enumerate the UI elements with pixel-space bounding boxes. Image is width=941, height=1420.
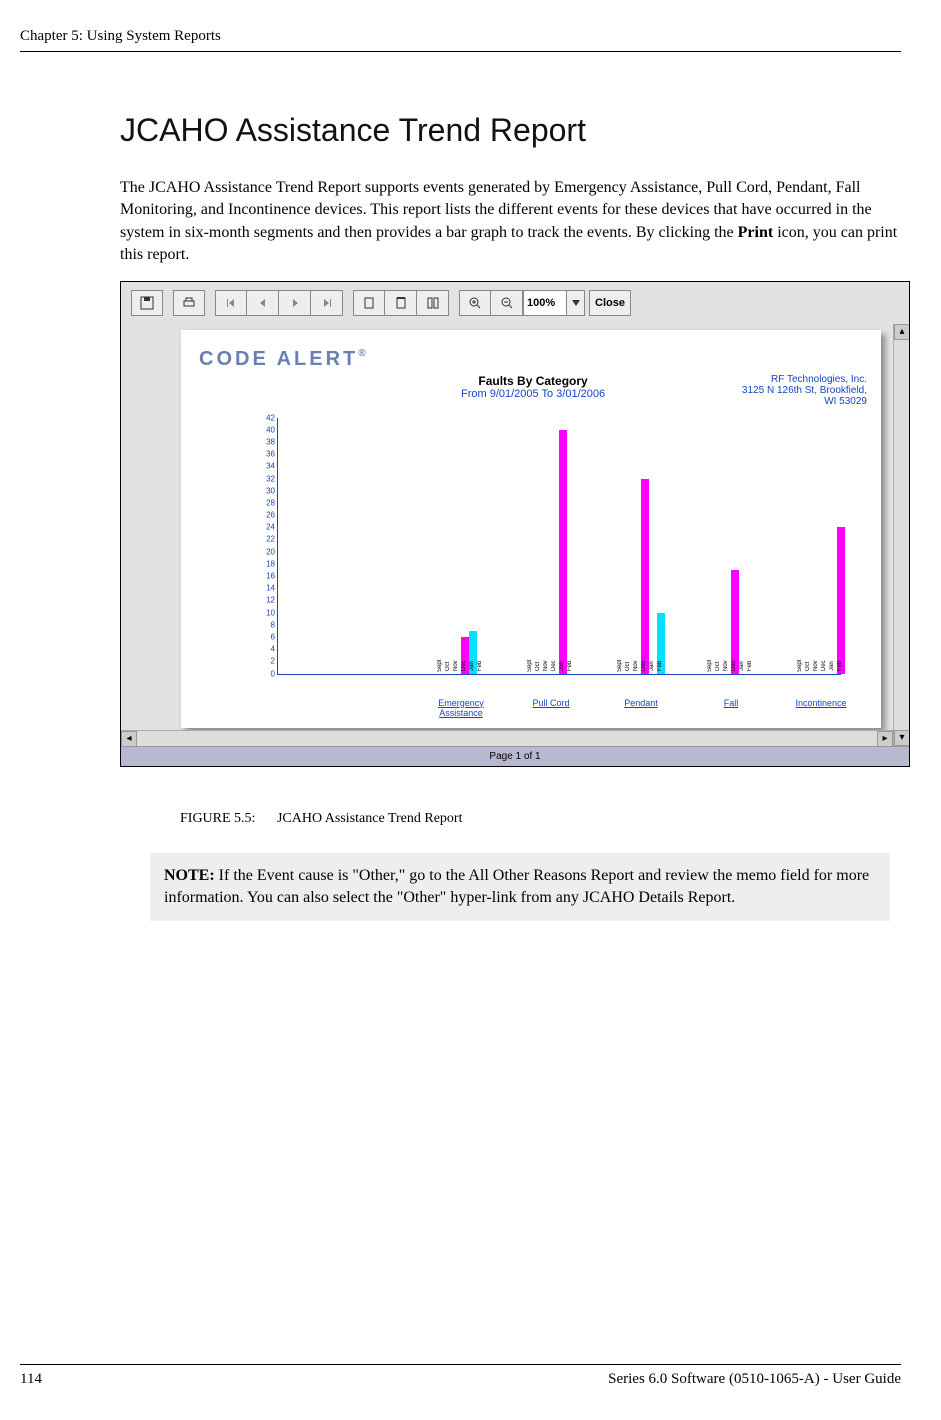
vertical-scrollbar[interactable]: ▴ ▾ [893,324,909,746]
report-viewer-window: 100% Close CODE ALERT® Faults By Categor… [120,281,910,767]
chart-plot-area: SeptOctNovDecJanFeb SeptOctNovDecJanFeb Se… [277,418,841,674]
page-icon-3[interactable] [417,290,449,316]
y-tick-label: 30 [251,486,275,495]
month-sublabels: SeptOctNovDecJanFeb [527,656,575,676]
x-group-label[interactable]: Pendant [601,698,681,708]
y-tick-label: 16 [251,572,275,581]
x-group-label[interactable]: Fall [691,698,771,708]
addr-line-2: 3125 N 126th St, Brookfield, [742,385,867,396]
figure-caption-label: FIGURE 5.5: [180,811,255,826]
x-group-label[interactable]: Incontinence [781,698,861,708]
prev-page-icon[interactable] [247,290,279,316]
y-tick-label: 36 [251,450,275,459]
logo-text: CODE ALERT [199,348,358,370]
chart-bar [837,527,845,673]
brand-logo: CODE ALERT® [199,348,369,371]
save-icon[interactable] [131,290,163,316]
y-axis-labels: 424038363432302826242220181614121086420 [251,418,275,674]
top-rule [20,51,901,52]
y-tick-label: 24 [251,523,275,532]
page-footer: 114 Series 6.0 Software (0510-1065-A) - … [20,1364,901,1388]
footer-rule [20,1364,901,1365]
month-sublabels: SeptOctNovDecJanFeb [707,656,755,676]
y-tick-label: 12 [251,596,275,605]
zoom-out-icon[interactable] [491,290,523,316]
running-head: Chapter 5: Using System Reports [20,28,901,45]
addr-line-1: RF Technologies, Inc. [742,374,867,385]
y-tick-label: 20 [251,547,275,556]
para-bold: Print [738,224,774,241]
figure-caption-text: JCAHO Assistance Trend Report [277,811,463,826]
chart-title: Faults By Category [461,374,605,388]
chart-subtitle: From 9/01/2005 To 3/01/2006 [461,388,605,400]
zoom-level-field[interactable]: 100% [523,290,567,316]
y-tick-label: 8 [251,620,275,629]
y-tick-label: 38 [251,437,275,446]
first-page-icon[interactable] [215,290,247,316]
zoom-in-icon[interactable] [459,290,491,316]
x-axis-group-labels: Emergency Assistance Pull Cord Pendant Fall… [277,680,841,724]
last-page-icon[interactable] [311,290,343,316]
close-button[interactable]: Close [589,290,631,316]
viewer-toolbar: 100% Close [131,290,631,316]
page-number: 114 [20,1371,42,1388]
y-tick-label: 40 [251,425,275,434]
y-tick-label: 6 [251,632,275,641]
y-tick-label: 28 [251,498,275,507]
x-group-label[interactable]: Pull Cord [511,698,591,708]
footer-text: Series 6.0 Software (0510-1065-A) - User… [608,1371,901,1388]
y-tick-label: 18 [251,559,275,568]
month-sublabels: SeptOctNovDecJanFeb [617,656,665,676]
y-tick-label: 2 [251,657,275,666]
note-box: NOTE: If the Event cause is "Other," go … [150,853,890,922]
figure-caption: FIGURE 5.5: JCAHO Assistance Trend Repor… [180,811,910,827]
scroll-left-icon[interactable]: ◂ [121,731,137,747]
note-label: NOTE: [164,867,215,884]
y-tick-label: 26 [251,511,275,520]
zoom-dropdown-icon[interactable] [567,290,585,316]
intro-paragraph: The JCAHO Assistance Trend Report suppor… [120,177,910,267]
chart-bar [641,479,649,674]
y-tick-label: 32 [251,474,275,483]
note-text: If the Event cause is "Other," go to the… [164,867,869,906]
scroll-right-icon[interactable]: ▸ [877,731,893,747]
chart-bar [559,430,567,674]
y-tick-label: 4 [251,645,275,654]
y-tick-label: 42 [251,413,275,422]
y-tick-label: 34 [251,462,275,471]
y-tick-label: 14 [251,584,275,593]
y-tick-label: 10 [251,608,275,617]
scroll-up-icon[interactable]: ▴ [894,324,910,340]
chart-title-block: Faults By Category From 9/01/2005 To 3/0… [461,374,605,400]
horizontal-scrollbar[interactable]: ◂ ▸ [121,730,893,746]
print-icon[interactable] [173,290,205,316]
y-tick-label: 22 [251,535,275,544]
company-address: RF Technologies, Inc. 3125 N 126th St, B… [742,374,867,407]
month-sublabels: SeptOctNovDecJanFeb [797,656,845,676]
logo-mark: ® [358,348,368,359]
scroll-down-icon[interactable]: ▾ [894,730,910,746]
page-icon-2[interactable] [385,290,417,316]
y-tick-label: 0 [251,669,275,678]
month-sublabels: SeptOctNovDecJanFeb [437,656,485,676]
x-group-label[interactable]: Emergency Assistance [421,698,501,718]
page-indicator: Page 1 of 1 [121,746,909,766]
report-page-canvas: CODE ALERT® Faults By Category From 9/01… [181,330,881,728]
page-title: JCAHO Assistance Trend Report [120,112,910,149]
page-icon-1[interactable] [353,290,385,316]
addr-line-3: WI 53029 [742,396,867,407]
next-page-icon[interactable] [279,290,311,316]
